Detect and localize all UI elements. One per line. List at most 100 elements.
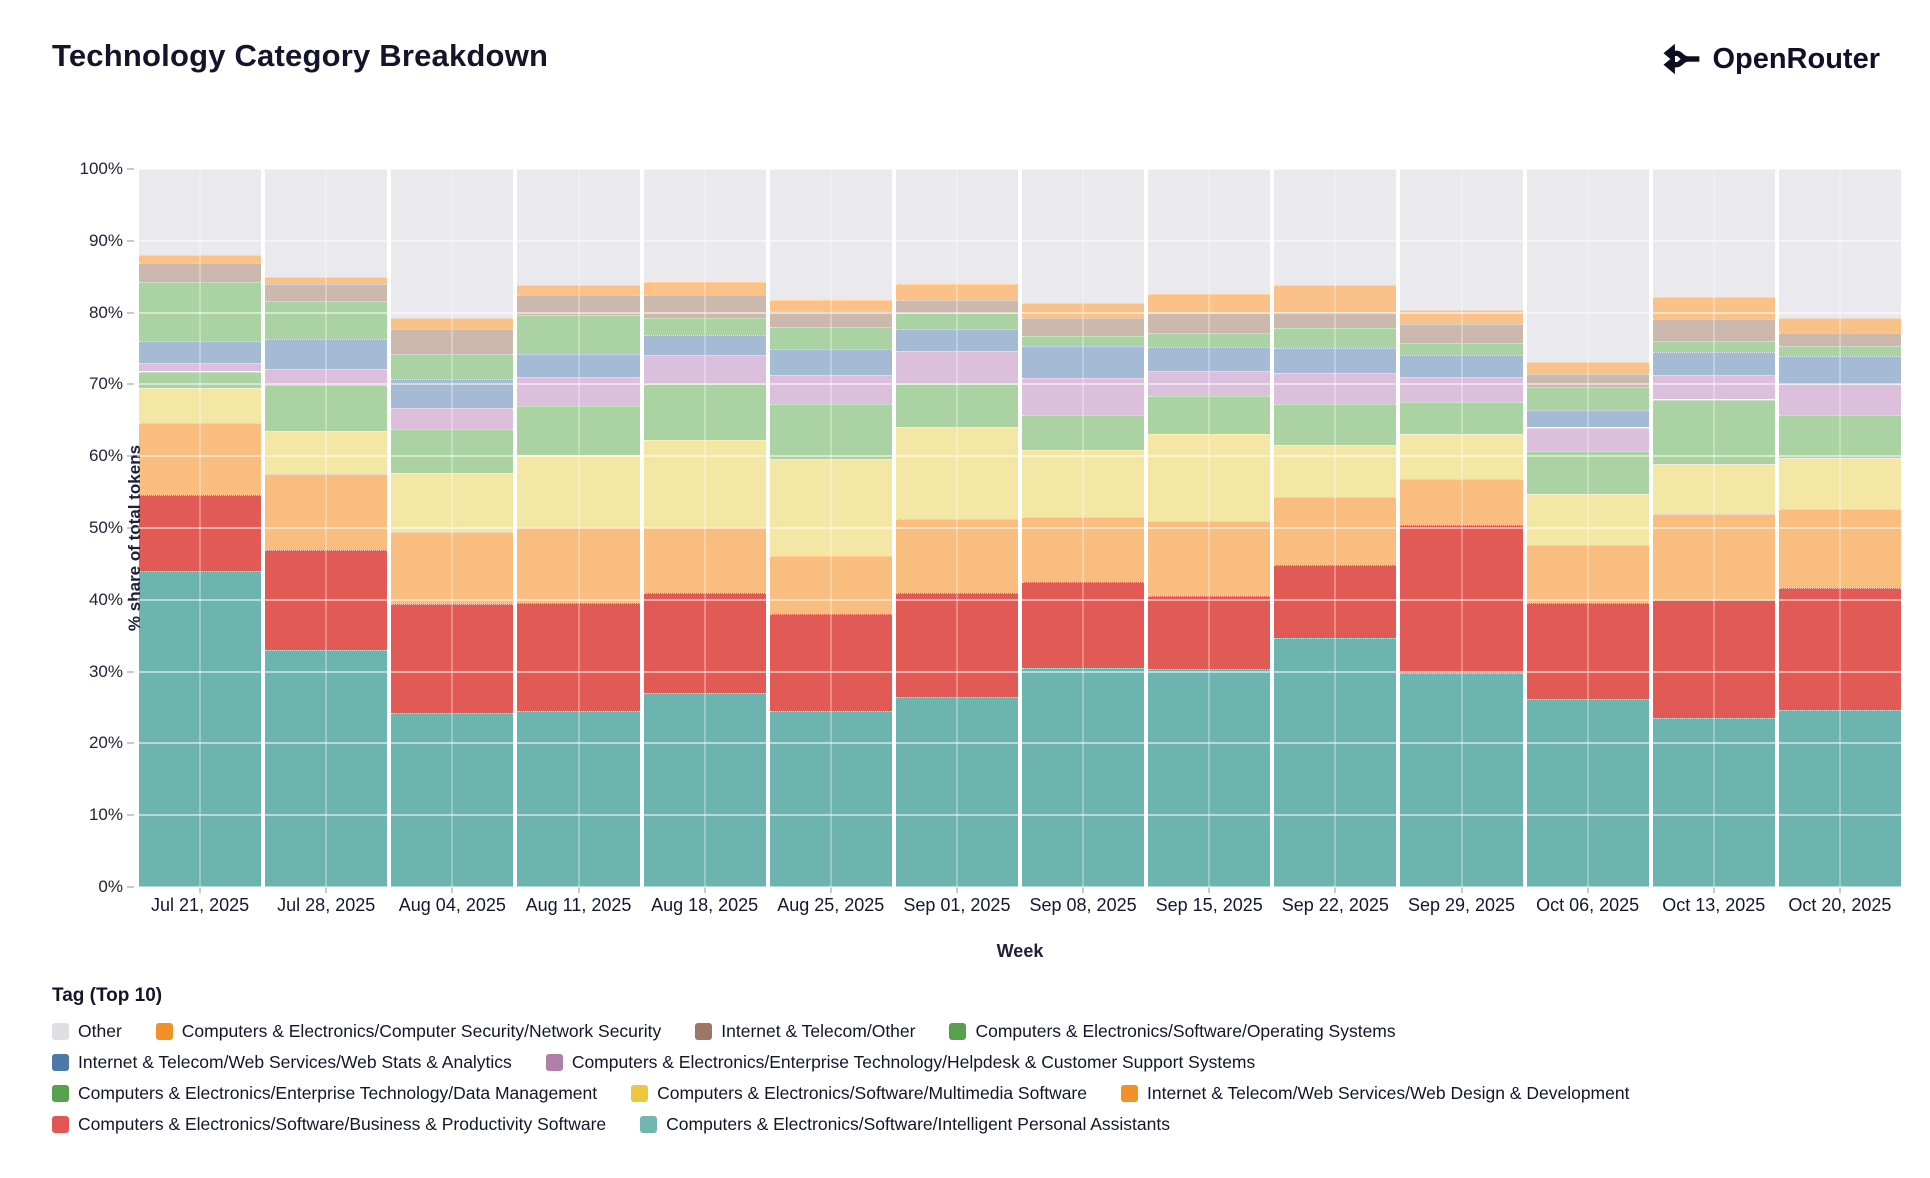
- bar-segment-ipa[interactable]: [1778, 710, 1901, 887]
- bar-segment-multimedia[interactable]: [1022, 449, 1145, 518]
- bar-segment-webstats[interactable]: [139, 341, 262, 363]
- bar-segment-multimedia[interactable]: [895, 426, 1018, 519]
- bar-segment-os[interactable]: [139, 282, 262, 342]
- bar-segment-multimedia[interactable]: [1148, 433, 1271, 521]
- bar-segment-wdd[interactable]: [1652, 514, 1775, 600]
- bar-segment-other[interactable]: [1400, 169, 1523, 311]
- bar-segment-itother[interactable]: [391, 329, 514, 355]
- bar-segment-webstats[interactable]: [769, 349, 892, 376]
- legend-item-dm[interactable]: Computers & Electronics/Enterprise Techn…: [52, 1083, 597, 1104]
- bar-segment-ipa[interactable]: [1400, 673, 1523, 887]
- bar-segment-webstats[interactable]: [643, 334, 766, 355]
- bar-segment-os[interactable]: [1400, 342, 1523, 355]
- bar-segment-bps[interactable]: [1778, 587, 1901, 711]
- bar-segment-netsec[interactable]: [1526, 362, 1649, 374]
- bar-segment-ipa[interactable]: [1022, 668, 1145, 887]
- bar-segment-dm[interactable]: [1400, 402, 1523, 434]
- bar-segment-dm[interactable]: [1274, 403, 1397, 446]
- bar-segment-ipa[interactable]: [391, 713, 514, 887]
- bar-segment-other[interactable]: [1778, 169, 1901, 319]
- bar-segment-itother[interactable]: [139, 263, 262, 283]
- bar-segment-other[interactable]: [1274, 169, 1397, 286]
- bar-segment-other[interactable]: [139, 169, 262, 256]
- legend-item-ipa[interactable]: Computers & Electronics/Software/Intelli…: [640, 1114, 1170, 1135]
- bar-segment-webstats[interactable]: [895, 329, 1018, 352]
- bar-segment-bps[interactable]: [139, 495, 262, 572]
- bar-segment-helpdesk[interactable]: [265, 369, 388, 386]
- bar-segment-os[interactable]: [1274, 327, 1397, 348]
- bar-segment-multimedia[interactable]: [1274, 445, 1397, 498]
- bar-segment-dm[interactable]: [643, 384, 766, 440]
- bar-segment-os[interactable]: [1148, 332, 1271, 348]
- legend-item-itother[interactable]: Internet & Telecom/Other: [695, 1021, 915, 1042]
- bar-segment-helpdesk[interactable]: [139, 362, 262, 372]
- bar-segment-netsec[interactable]: [517, 284, 640, 295]
- bar-segment-itother[interactable]: [1778, 332, 1901, 347]
- bar-segment-os[interactable]: [1022, 335, 1145, 347]
- bar-segment-os[interactable]: [391, 354, 514, 380]
- bar-segment-itother[interactable]: [1022, 317, 1145, 336]
- bar-segment-itother[interactable]: [895, 299, 1018, 313]
- bar-segment-multimedia[interactable]: [1652, 464, 1775, 515]
- bar-segment-itother[interactable]: [1274, 311, 1397, 328]
- bar-segment-os[interactable]: [895, 312, 1018, 330]
- bar-segment-ipa[interactable]: [1652, 717, 1775, 887]
- bar-segment-bps[interactable]: [1400, 525, 1523, 674]
- bar-segment-ipa[interactable]: [895, 696, 1018, 887]
- bar-segment-os[interactable]: [1652, 340, 1775, 353]
- bar-segment-os[interactable]: [769, 326, 892, 350]
- bar-segment-multimedia[interactable]: [1778, 457, 1901, 510]
- bar-segment-netsec[interactable]: [1652, 296, 1775, 320]
- bar-segment-wdd[interactable]: [1148, 520, 1271, 596]
- bar-segment-wdd[interactable]: [643, 526, 766, 593]
- bar-segment-itother[interactable]: [1526, 373, 1649, 388]
- bar-segment-ipa[interactable]: [265, 650, 388, 887]
- bar-segment-helpdesk[interactable]: [517, 377, 640, 406]
- bar-segment-wdd[interactable]: [895, 518, 1018, 593]
- legend-item-wdd[interactable]: Internet & Telecom/Web Services/Web Desi…: [1121, 1083, 1629, 1104]
- bar-segment-itother[interactable]: [769, 311, 892, 327]
- bar-segment-os[interactable]: [1526, 387, 1649, 410]
- bar-segment-wdd[interactable]: [1274, 497, 1397, 565]
- bar-segment-helpdesk[interactable]: [391, 408, 514, 429]
- bar-segment-itother[interactable]: [265, 283, 388, 302]
- bar-segment-multimedia[interactable]: [769, 459, 892, 557]
- bar-segment-multimedia[interactable]: [265, 431, 388, 475]
- bar-segment-ipa[interactable]: [1148, 669, 1271, 887]
- bar-segment-multimedia[interactable]: [1400, 433, 1523, 480]
- bar-segment-bps[interactable]: [895, 592, 1018, 697]
- bar-segment-bps[interactable]: [1274, 564, 1397, 638]
- legend-item-webstats[interactable]: Internet & Telecom/Web Services/Web Stat…: [52, 1052, 512, 1073]
- bar-segment-os[interactable]: [517, 315, 640, 354]
- bar-segment-helpdesk[interactable]: [895, 351, 1018, 385]
- bar-segment-netsec[interactable]: [643, 281, 766, 296]
- bar-segment-wdd[interactable]: [1022, 517, 1145, 582]
- bar-segment-wdd[interactable]: [769, 556, 892, 615]
- bar-segment-bps[interactable]: [391, 604, 514, 714]
- bar-segment-webstats[interactable]: [1274, 347, 1397, 373]
- bar-segment-helpdesk[interactable]: [769, 375, 892, 404]
- bar-segment-ipa[interactable]: [1274, 637, 1397, 887]
- legend-item-bps[interactable]: Computers & Electronics/Software/Busines…: [52, 1114, 606, 1135]
- bar-segment-netsec[interactable]: [265, 277, 388, 284]
- bar-segment-helpdesk[interactable]: [1148, 370, 1271, 396]
- bar-segment-helpdesk[interactable]: [643, 354, 766, 385]
- bar-segment-dm[interactable]: [139, 371, 262, 388]
- bar-segment-wdd[interactable]: [1778, 509, 1901, 588]
- legend-item-netsec[interactable]: Computers & Electronics/Computer Securit…: [155, 1021, 661, 1042]
- bar-segment-itother[interactable]: [643, 295, 766, 318]
- bar-segment-netsec[interactable]: [1778, 318, 1901, 333]
- bar-segment-helpdesk[interactable]: [1274, 372, 1397, 404]
- bar-segment-other[interactable]: [1526, 169, 1649, 363]
- bar-segment-multimedia[interactable]: [643, 439, 766, 527]
- bar-segment-other[interactable]: [517, 169, 640, 285]
- legend-item-os[interactable]: Computers & Electronics/Software/Operati…: [949, 1021, 1396, 1042]
- bar-segment-helpdesk[interactable]: [1778, 384, 1901, 415]
- bar-segment-netsec[interactable]: [1274, 285, 1397, 312]
- legend-item-other[interactable]: Other: [52, 1021, 122, 1042]
- bar-segment-dm[interactable]: [1022, 414, 1145, 450]
- bar-segment-other[interactable]: [1022, 169, 1145, 304]
- bar-segment-bps[interactable]: [1022, 581, 1145, 669]
- bar-segment-webstats[interactable]: [1022, 346, 1145, 378]
- bar-segment-wdd[interactable]: [265, 474, 388, 550]
